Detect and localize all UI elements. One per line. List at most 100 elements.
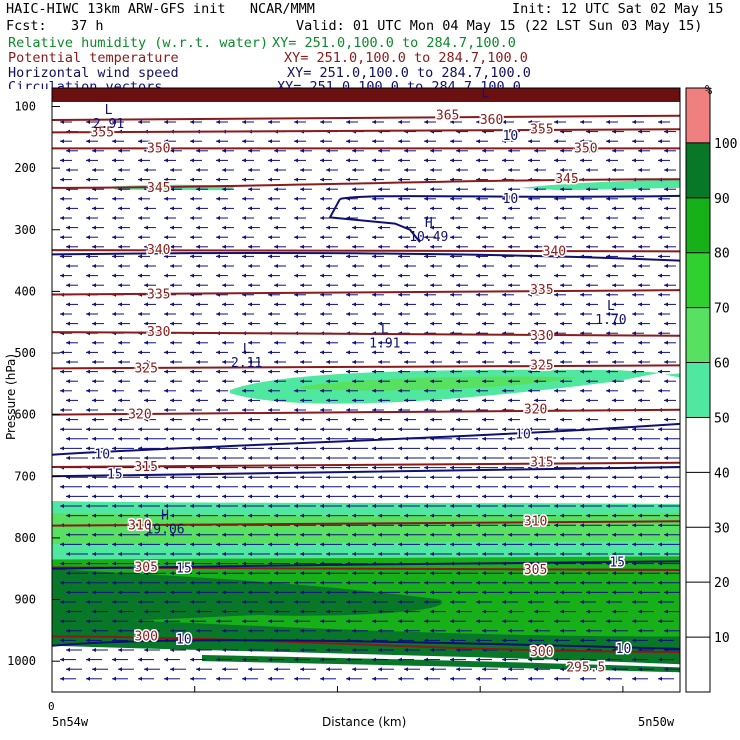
vector-arrowhead xyxy=(606,273,610,278)
vector-arrowhead xyxy=(274,648,278,652)
vector-arrowhead xyxy=(424,158,428,163)
vector-arrowhead xyxy=(450,235,454,240)
vector-arrowhead xyxy=(274,168,278,172)
vector-arrowhead xyxy=(586,302,590,307)
vector-arrowhead xyxy=(528,273,532,278)
vector-arrowhead xyxy=(300,436,304,441)
vector-arrowhead xyxy=(170,148,174,153)
vector-arrowhead xyxy=(196,244,200,249)
y-tick-label: 400 xyxy=(14,284,36,298)
vector-arrowhead xyxy=(404,609,408,614)
vector-arrowhead xyxy=(560,513,564,518)
theta-label: 295.5 xyxy=(566,660,605,675)
vector-arrowhead xyxy=(346,120,350,124)
vector-arrowhead xyxy=(632,504,636,508)
vector-arrowhead xyxy=(112,446,116,451)
theta-contour xyxy=(52,114,680,122)
vector-arrowhead xyxy=(658,196,662,201)
vector-arrowhead xyxy=(60,446,64,451)
vector-arrowhead xyxy=(404,475,408,480)
vector-arrowhead xyxy=(138,120,142,124)
theta-label: 355 xyxy=(530,122,553,137)
vector-arrowhead xyxy=(404,417,408,422)
vector-arrowhead xyxy=(92,398,96,403)
vector-arrowhead xyxy=(294,139,298,144)
vector-arrowhead xyxy=(658,369,662,374)
vector-arrowhead xyxy=(456,360,460,364)
vector-arrowhead xyxy=(560,532,564,537)
vector-arrowhead xyxy=(528,350,532,355)
vector-arrowhead xyxy=(612,436,616,441)
vector-arrowhead xyxy=(138,350,142,355)
vector-arrowhead xyxy=(398,350,402,355)
vector-arrowhead xyxy=(112,388,116,393)
vector-arrowhead xyxy=(60,235,64,240)
vector-arrowhead xyxy=(372,120,376,124)
vector-arrowhead xyxy=(144,417,148,422)
vector-arrowhead xyxy=(346,273,350,278)
vector-arrowhead xyxy=(606,388,610,393)
vector-arrowhead xyxy=(456,225,460,230)
vector-arrowhead xyxy=(320,388,324,393)
vector-arrowhead xyxy=(502,542,506,547)
vector-arrowhead xyxy=(320,619,324,624)
vector-arrowhead xyxy=(352,187,356,192)
vector-arrowhead xyxy=(632,216,636,220)
vector-arrowhead xyxy=(580,369,584,374)
vector-arrowhead xyxy=(632,542,636,547)
vector-arrowhead xyxy=(60,177,64,182)
vector-arrowhead xyxy=(300,206,304,211)
vector-arrowhead xyxy=(326,513,330,518)
vector-arrowhead xyxy=(638,129,642,134)
vector-arrowhead xyxy=(138,619,142,624)
wind-speed-label: 10 xyxy=(515,427,531,442)
vector-arrowhead xyxy=(66,532,70,537)
vector-arrowhead xyxy=(664,494,668,499)
colorbar-band xyxy=(686,252,710,308)
vector-arrowhead xyxy=(190,120,194,124)
vector-arrowhead xyxy=(508,571,512,576)
vector-arrowhead xyxy=(86,158,90,163)
vector-arrowhead xyxy=(560,436,564,441)
field-xy-wind: XY= 251.0,100.0 to 284.7,100.0 xyxy=(287,65,531,81)
vector-arrowhead xyxy=(86,177,90,182)
vector-arrowhead xyxy=(534,321,538,326)
vector-arrowhead xyxy=(560,417,564,422)
vector-arrowhead xyxy=(222,609,226,614)
vector-arrowhead xyxy=(60,408,64,412)
wind-contour xyxy=(339,194,680,200)
vector-arrowhead xyxy=(164,542,168,547)
vector-arrowhead xyxy=(170,379,174,384)
vector-arrowhead xyxy=(274,379,278,384)
vector-arrowhead xyxy=(138,388,142,393)
vector-arrowhead xyxy=(248,436,252,441)
vector-arrowhead xyxy=(404,648,408,652)
vector-arrowhead xyxy=(170,398,174,403)
vector-arrowhead xyxy=(326,148,330,153)
vector-arrowhead xyxy=(404,264,408,268)
vector-arrowhead xyxy=(118,609,122,614)
vector-arrowhead xyxy=(586,456,590,460)
vector-arrowhead xyxy=(586,417,590,422)
wind-speed-label: 10 xyxy=(503,129,519,144)
vector-arrowhead xyxy=(222,475,226,480)
vector-arrowhead xyxy=(658,523,662,528)
vector-arrowhead xyxy=(404,667,408,672)
vector-arrowhead xyxy=(476,427,480,432)
vector-arrowhead xyxy=(424,427,428,432)
vector-arrowhead xyxy=(664,456,668,460)
vector-arrowhead xyxy=(508,494,512,499)
theta-contour xyxy=(52,520,680,527)
extremum-marker: H xyxy=(425,216,433,231)
vector-arrowhead xyxy=(404,340,408,345)
vector-arrowhead xyxy=(326,302,330,307)
vector-arrowhead xyxy=(482,552,486,556)
vector-arrowhead xyxy=(248,379,252,384)
vector-arrowhead xyxy=(476,350,480,355)
vector-arrowhead xyxy=(586,148,590,153)
vector-arrowhead xyxy=(586,168,590,172)
vector-arrowhead xyxy=(424,523,428,528)
vector-arrowhead xyxy=(430,494,434,499)
vector-arrowhead xyxy=(424,676,428,681)
vector-arrowhead xyxy=(164,561,168,566)
